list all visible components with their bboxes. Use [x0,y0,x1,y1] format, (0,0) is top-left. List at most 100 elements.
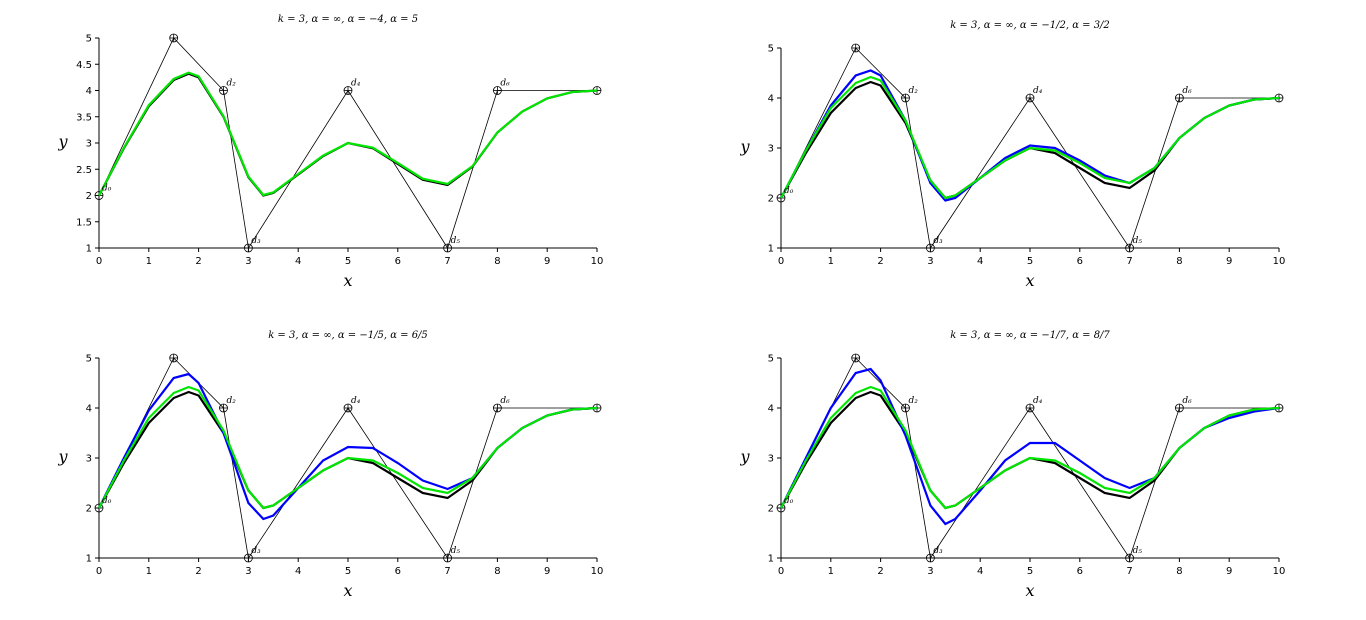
control-polygon [98,357,597,560]
x-tick-label: 6 [1077,256,1083,267]
y-tick-label: 5 [86,354,92,365]
control-point [243,553,253,563]
y-tick-label: 2.5 [76,165,92,176]
x-tick-label: 10 [1273,566,1286,577]
control-polygon [98,37,597,250]
x-tick-label: 4 [295,566,301,577]
subplot: k = 3, α = ∞, α = −4, α = 50 1 2 3 4 5 6 7 8 9 101… [57,14,603,290]
y-tick-label: 5 [768,354,774,365]
control-point [169,353,179,363]
x-tick-label: 9 [1226,256,1232,267]
x-tick-label: 0 [96,256,102,267]
x-tick-label: 8 [494,256,500,267]
point-label: d₀ [784,496,794,506]
y-tick-label: 4 [768,94,774,105]
y-tick-label: 2 [768,504,774,515]
control-point [851,353,861,363]
control-point [901,403,910,413]
control-point [1025,93,1035,103]
x-tick-label: 3 [927,566,933,577]
point-label: d₀ [102,184,112,194]
chart-title: k = 3, α = ∞, α = −1/5, α = 6/5 [268,330,428,341]
x-tick-label: 8 [494,566,500,577]
y-tick-label: 4 [86,404,92,415]
x-tick-label: 0 [778,566,784,577]
point-label: d₂ [909,396,919,406]
x-tick-label: 5 [1027,256,1033,267]
point-label: d₃ [251,546,261,556]
control-point [492,403,502,413]
point-label: d₂ [227,79,237,89]
point-label: d₄ [351,396,361,406]
control-point [219,403,228,413]
x-tick-label: 1 [146,256,152,267]
x-tick-label: 2 [195,566,201,577]
x-tick-label: 2 [877,566,883,577]
x-tick-label: 10 [1273,256,1286,267]
control-point [1175,93,1184,103]
control-point [443,243,453,253]
chart-title: k = 3, α = ∞, α = −1/7, α = 8/7 [950,330,1110,341]
subplot: k = 3, α = ∞, α = −1/2, α = 3/20 1 2 3 4 5 6 7 8… [739,20,1285,290]
control-point [1125,553,1134,563]
y-axis-label: y [57,447,68,466]
point-label: d₅ [451,546,461,556]
x-tick-label: 9 [544,566,550,577]
control-point [443,553,453,563]
point-label: d₄ [1033,396,1043,406]
x-axis-label: x [1025,271,1034,290]
control-point [851,43,861,53]
control-polygon [780,47,1279,250]
subplot: k = 3, α = ∞, α = −1/5, α = 6/50 1 2 3 4 5 6 7 8… [57,330,603,600]
control-point [492,86,502,95]
control-point [1025,403,1035,413]
control-polygon [780,357,1279,560]
y-tick-label: 2 [86,191,92,202]
y-tick-label: 4 [768,404,774,415]
x-tick-label: 4 [295,256,301,267]
point-label: d₃ [933,236,943,246]
y-axis-label: y [739,137,750,156]
y-axis-label: y [57,132,68,151]
control-point [901,93,910,103]
point-label: d₆ [500,396,510,406]
x-axis-label: x [1025,581,1034,600]
y-tick-label: 1 [768,244,774,255]
control-point [926,553,935,563]
x-tick-label: 3 [245,256,251,267]
control-point [343,86,353,95]
y-tick-label: 3 [86,454,92,465]
subplot: k = 3, α = ∞, α = −1/7, α = 8/70 1 2 3 4 5 6 7 8… [739,330,1285,600]
x-axis-label: x [343,581,352,600]
control-point [1175,403,1184,413]
x-tick-label: 5 [345,256,351,267]
y-tick-label: 2 [86,504,92,515]
x-tick-label: 0 [778,256,784,267]
x-tick-label: 1 [828,256,834,267]
point-label: d₆ [1182,86,1192,96]
curve [98,71,598,197]
point-label: d₃ [251,236,261,246]
point-label: d₅ [1133,546,1143,556]
curve [780,75,1280,200]
x-tick-label: 6 [1077,566,1083,577]
y-tick-label: 2 [768,194,774,205]
y-tick-label: 5 [86,34,92,45]
point-label: d₃ [933,546,943,556]
x-tick-label: 5 [1027,566,1033,577]
point-label: d₂ [909,86,919,96]
point-label: d₀ [102,496,112,506]
y-tick-label: 3 [86,139,92,150]
x-tick-label: 4 [977,566,983,577]
point-label: d₄ [1033,86,1043,96]
y-axis-label: y [739,447,750,466]
point-label: d₀ [784,186,794,196]
point-label: d₅ [451,236,461,246]
x-tick-label: 7 [444,256,450,267]
x-tick-label: 1 [828,566,834,577]
control-point [343,403,353,413]
x-tick-label: 9 [544,256,550,267]
x-tick-label: 3 [245,566,251,577]
